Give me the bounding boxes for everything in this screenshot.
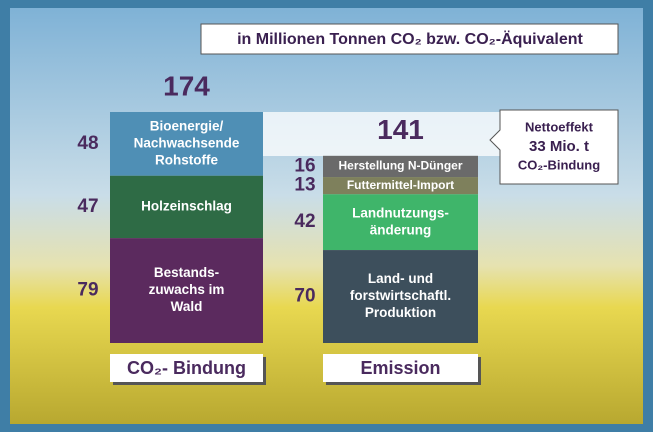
segment-label: Holzeinschlag <box>141 198 232 213</box>
bar-segment <box>323 194 478 251</box>
segment-label: forstwirtschaftl. <box>350 288 451 303</box>
annotation: Nettoeffekt <box>525 119 594 134</box>
annotation: 33 Mio. t <box>529 138 589 155</box>
segment-label: Wald <box>171 299 203 314</box>
bar-segment <box>110 112 263 176</box>
total-label: 174 <box>163 70 210 101</box>
annotation-box <box>489 109 619 185</box>
value-label: 13 <box>294 175 315 196</box>
bar-segment <box>323 250 478 343</box>
segment-label: Herstellung N-Dünger <box>338 159 462 173</box>
title-box <box>200 23 619 55</box>
category-label: Emission <box>360 358 440 378</box>
total-label: 141 <box>377 114 424 145</box>
segment-label: Rohstoffe <box>155 152 218 167</box>
category-box <box>323 354 478 382</box>
connector <box>263 112 500 156</box>
value-label: 47 <box>77 196 98 217</box>
category-box <box>110 354 263 382</box>
value-label: 42 <box>294 211 315 232</box>
segment-label: Bioenergie/ <box>150 118 224 133</box>
segment-label: Futtermittel-Import <box>347 178 454 192</box>
segment-label: Produktion <box>365 305 436 320</box>
annotation: CO₂-Bindung <box>518 157 600 172</box>
chart-title: in Millionen Tonnen CO₂ bzw. CO₂-Äquival… <box>237 30 583 48</box>
segment-label: Bestands- <box>154 265 219 280</box>
bar-segment <box>110 238 263 343</box>
bar-segment <box>323 177 478 195</box>
category-label: CO₂- Bindung <box>127 358 246 378</box>
value-label: 79 <box>77 280 98 301</box>
value-label: 70 <box>294 286 315 307</box>
segment-label: Landnutzungs- <box>352 205 449 220</box>
segment-label: Land- und <box>368 271 433 286</box>
bar-segment <box>110 175 263 239</box>
segment-label: änderung <box>370 222 432 237</box>
segment-label: zuwachs im <box>149 282 225 297</box>
value-label: 48 <box>77 133 98 154</box>
bar-segment <box>323 155 478 178</box>
value-label: 16 <box>294 155 315 176</box>
segment-label: Nachwachsende <box>134 135 240 150</box>
